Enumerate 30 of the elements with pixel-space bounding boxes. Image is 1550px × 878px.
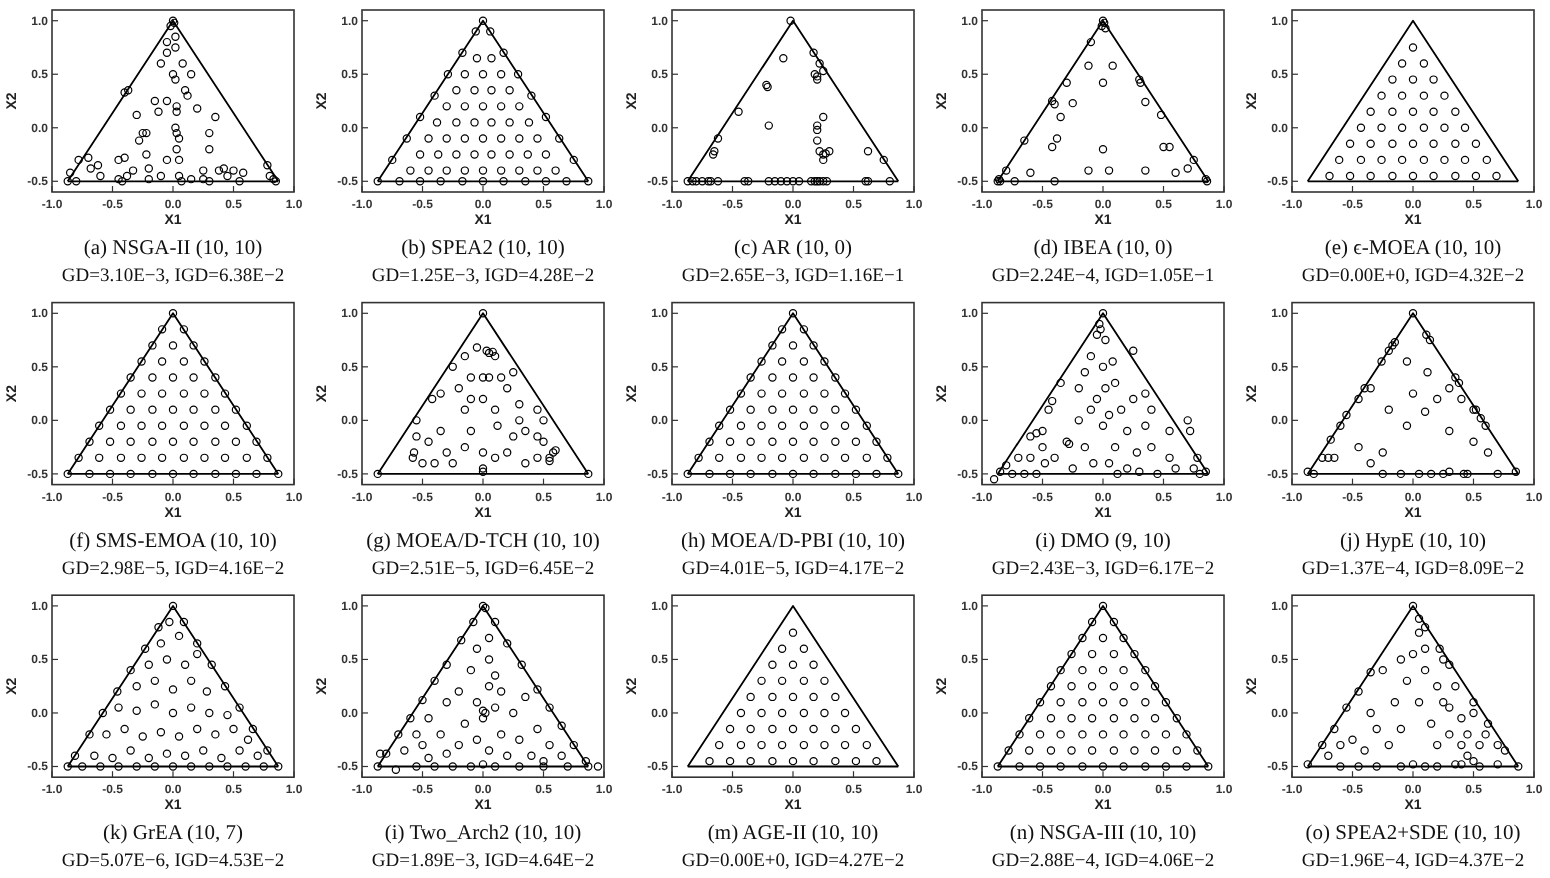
- text: (i) DMO (9, 10): [1035, 530, 1172, 553]
- text: (m) AGE-II (10, 10): [707, 823, 880, 846]
- text: GD=2.65E−3, IGD=1.16E−1: [681, 267, 905, 287]
- text: GD=2.24E−4, IGD=1.05E−1: [991, 267, 1215, 287]
- text: GD=5.07E−6, IGD=4.53E−2: [61, 852, 285, 873]
- text: (i) Two_Arch2 (10, 10): [384, 823, 583, 846]
- text: GD=2.88E−4, IGD=4.06E−2: [991, 852, 1215, 873]
- text: GD=0.00E+0, IGD=4.27E−2: [681, 852, 905, 873]
- text: (c) AR (10, 0): [734, 238, 853, 260]
- text: (f) SMS-EMOA (10, 10): [69, 530, 278, 553]
- text: GD=3.10E−3, IGD=6.38E−2: [61, 267, 285, 287]
- text: (k) GrEA (10, 7): [103, 823, 244, 846]
- text: GD=1.96E−4, IGD=4.37E−2: [1301, 852, 1525, 873]
- text: (o) SPEA2+SDE (10, 10): [1305, 823, 1522, 846]
- text: (g) MOEA/D-TCH (10, 10): [366, 530, 601, 553]
- text: (h) MOEA/D-PBI (10, 10): [681, 530, 906, 553]
- text: GD=1.25E−3, IGD=4.28E−2: [371, 267, 595, 287]
- text: GD=2.98E−5, IGD=4.16E−2: [61, 559, 285, 580]
- text: (n) NSGA-III (10, 10): [1009, 823, 1198, 846]
- text: (b) SPEA2 (10, 10): [401, 238, 566, 260]
- text: (a) NSGA-II (10, 10): [83, 238, 264, 260]
- text: GD=2.51E−5, IGD=6.45E−2: [371, 559, 595, 580]
- text: GD=1.89E−3, IGD=4.64E−2: [371, 852, 595, 873]
- text: GD=0.00E+0, IGD=4.32E−2: [1301, 267, 1525, 287]
- text: GD=4.01E−5, IGD=4.17E−2: [681, 559, 905, 580]
- text: GD=2.43E−3, IGD=6.17E−2: [991, 559, 1215, 580]
- text: (e) ϵ-MOEA (10, 10): [1324, 238, 1503, 260]
- text: (j) HypE (10, 10): [1340, 530, 1487, 553]
- text: (d) IBEA (10, 0): [1033, 238, 1174, 260]
- text: GD=1.37E−4, IGD=8.09E−2: [1301, 559, 1525, 580]
